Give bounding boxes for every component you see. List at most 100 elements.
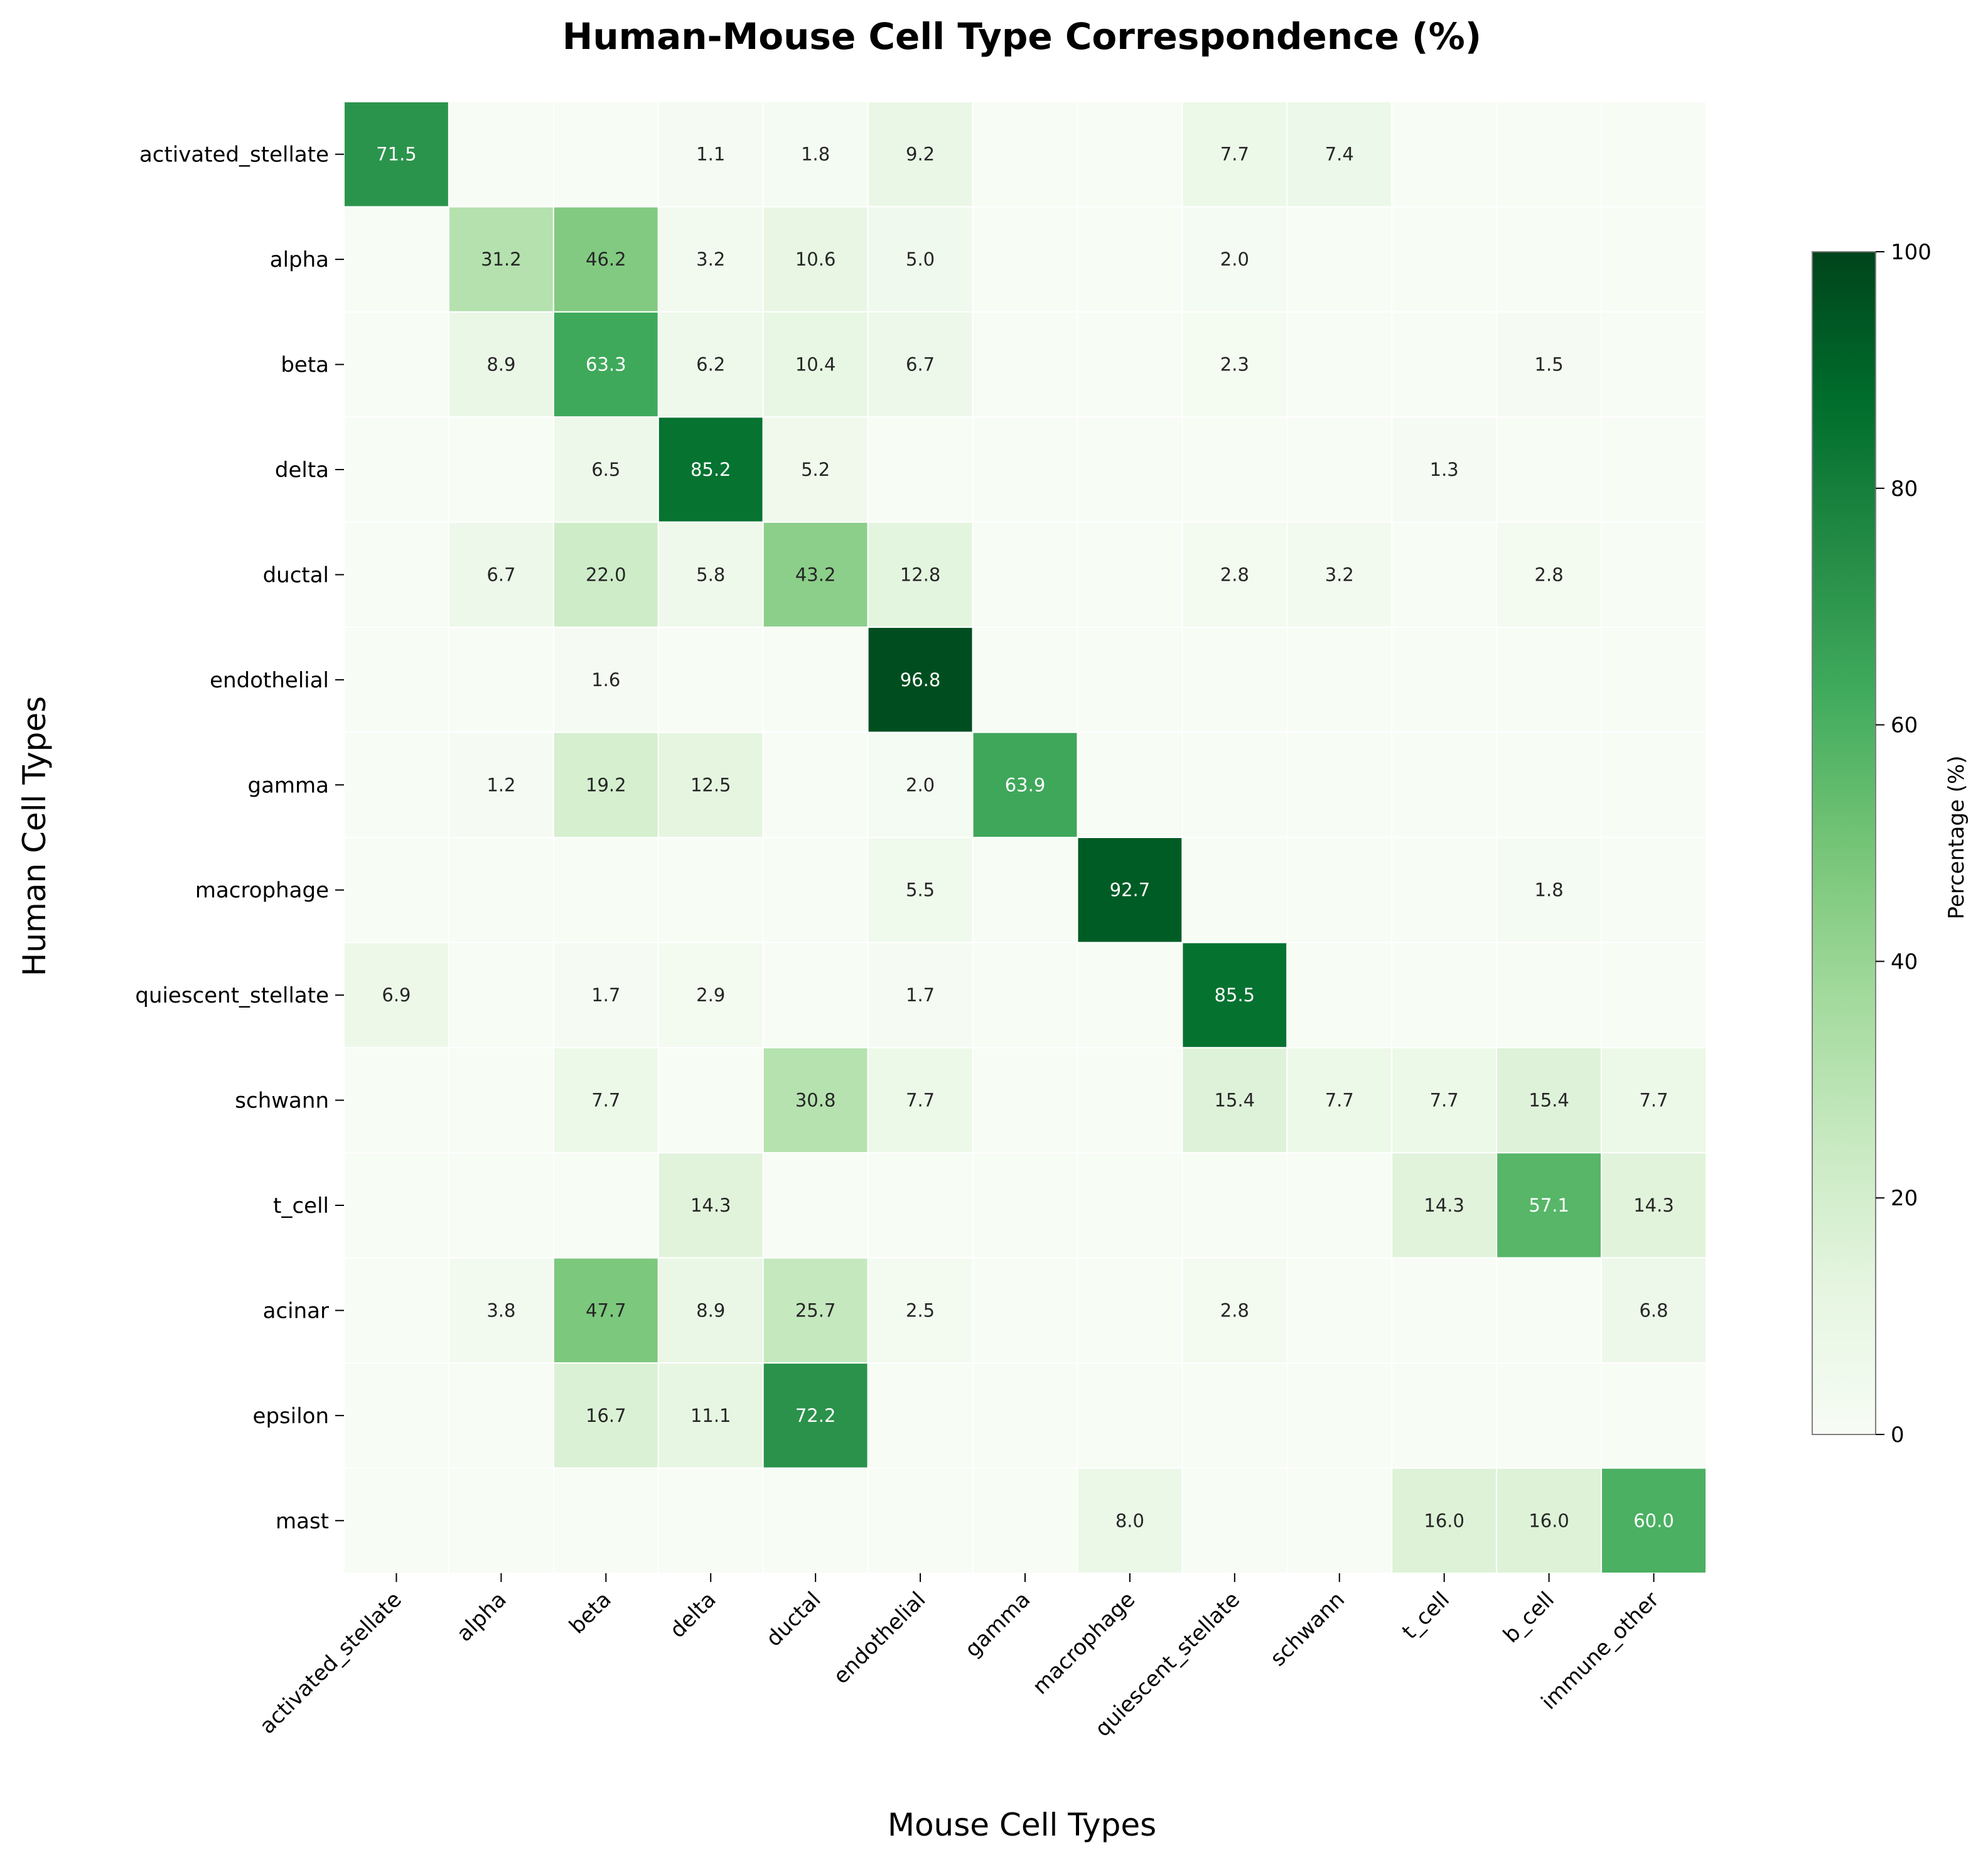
- heatmap-cell: [448, 1046, 554, 1154]
- heatmap-cell: [867, 1362, 974, 1469]
- heatmap-cell: [552, 206, 659, 313]
- heatmap-cell: [1181, 1152, 1288, 1259]
- cell-value-label: 7.7: [591, 1090, 620, 1111]
- cell-value-label: 10.6: [795, 249, 836, 270]
- heatmap-cell: [1181, 1467, 1288, 1574]
- y-tick-label: macrophage: [195, 878, 329, 903]
- cell-value-label: 1.5: [1535, 354, 1564, 375]
- heatmap-cell: [762, 1467, 869, 1574]
- cell-value-label: 14.3: [1424, 1195, 1464, 1216]
- heatmap-cell: [867, 1467, 974, 1574]
- x-tick-label: b_cell: [1498, 1587, 1559, 1648]
- cell-value-label: 16.0: [1424, 1510, 1464, 1531]
- heatmap-cell: [1077, 416, 1183, 523]
- heatmap-cell: [972, 101, 1078, 208]
- heatmap-cell: [867, 311, 974, 418]
- x-tick-label: alpha: [452, 1587, 512, 1647]
- y-tick-label: activated_stellate: [139, 143, 329, 168]
- heatmap-cell: [762, 521, 869, 628]
- heatmap-cell: [972, 521, 1078, 628]
- heatmap-cell: [1496, 627, 1603, 733]
- heatmap-cell: [448, 1362, 554, 1469]
- heatmap-cell: [1496, 942, 1603, 1048]
- cell-value-label: 6.9: [382, 984, 411, 1006]
- cell-value-label: 7.4: [1325, 144, 1354, 165]
- heatmap-cell: [1496, 731, 1603, 838]
- x-tick-label: gamma: [960, 1587, 1036, 1662]
- heatmap-cell: [762, 206, 869, 313]
- y-axis-title: Human Cell Types: [16, 696, 53, 976]
- heatmap-cell: [1181, 1362, 1288, 1469]
- heatmap-cell: [343, 731, 449, 838]
- heatmap-cell: [1286, 416, 1393, 523]
- y-tick-label: delta: [275, 458, 329, 483]
- heatmap-cell: [343, 1467, 449, 1574]
- heatmap-cell: [1181, 311, 1288, 418]
- heatmap-cell: [552, 1362, 659, 1469]
- y-tick-label: schwann: [235, 1089, 329, 1114]
- x-tick-label: ductal: [761, 1587, 826, 1652]
- cell-value-label: 5.0: [906, 249, 935, 270]
- colorbar-gradient: [1812, 251, 1876, 1435]
- heatmap-cell: [448, 1467, 554, 1574]
- heatmap-cell: [972, 1046, 1078, 1154]
- x-tick-label: delta: [665, 1587, 721, 1643]
- heatmap-cell: [1601, 1362, 1707, 1469]
- heatmap-cell: [1601, 627, 1707, 733]
- heatmap-cell: [972, 1257, 1078, 1364]
- heatmap-cell: [762, 416, 869, 523]
- heatmap-cell: [1286, 1467, 1393, 1574]
- y-tick-label: alpha: [270, 247, 329, 272]
- heatmap-cell: [1496, 1046, 1603, 1154]
- heatmap-cells: 71.5 1.1 1.8 9.2 7.7 7.4 31.2 46.2 3.2 10.6 5.0 2.0…: [343, 101, 1707, 1574]
- cell-value-label: 1.7: [591, 984, 620, 1006]
- heatmap-cell: [657, 731, 764, 838]
- colorbar-tick-label: 60: [1891, 713, 1918, 738]
- heatmap-cell: [972, 1362, 1078, 1469]
- heatmap-cell: [1181, 942, 1288, 1048]
- heatmap-cell: [1181, 1257, 1288, 1364]
- heatmap-cell: [1077, 1467, 1183, 1574]
- cell-value-label: 6.7: [906, 354, 935, 375]
- cell-value-label: 6.7: [486, 564, 515, 585]
- heatmap-cell: [867, 521, 974, 628]
- heatmap-cell: [762, 1046, 869, 1154]
- y-tick-label: epsilon: [253, 1404, 329, 1429]
- heatmap-cell: [972, 1152, 1078, 1259]
- heatmap-cell: [343, 206, 449, 313]
- cell-value-label: 2.9: [696, 984, 725, 1006]
- cell-value-label: 3.8: [486, 1299, 515, 1321]
- heatmap-cell: [657, 101, 764, 208]
- heatmap-cell: [552, 416, 659, 523]
- heatmap-cell: [1077, 837, 1183, 944]
- cell-value-label: 1.7: [906, 984, 935, 1006]
- heatmap-cell: [343, 521, 449, 628]
- heatmap-cell: [552, 1467, 659, 1574]
- cell-value-label: 96.8: [900, 669, 941, 691]
- heatmap-cell: [448, 101, 554, 208]
- heatmap-cell: [1391, 627, 1498, 733]
- heatmap-cell: [867, 942, 974, 1048]
- cell-value-label: 2.8: [1535, 564, 1564, 585]
- heatmap-cell: [448, 942, 554, 1048]
- heatmap-cell: [1496, 1257, 1603, 1364]
- heatmap-cell: [1391, 1257, 1498, 1364]
- heatmap-cell: [1601, 416, 1707, 523]
- x-axis-title: Mouse Cell Types: [888, 1807, 1156, 1843]
- colorbar: 0 20 40 60 80 100: [1812, 240, 1932, 1448]
- heatmap-cell: [1286, 1152, 1393, 1259]
- cell-value-label: 7.7: [1220, 144, 1249, 165]
- heatmap-cell: [1601, 206, 1707, 313]
- heatmap-cell: [343, 416, 449, 523]
- heatmap-cell: [1181, 206, 1288, 313]
- heatmap-cell: [657, 627, 764, 733]
- heatmap-cell: [762, 627, 869, 733]
- cell-value-label: 3.2: [696, 249, 725, 270]
- heatmap-cell: [1286, 627, 1393, 733]
- colorbar-tick-label: 40: [1891, 949, 1918, 974]
- heatmap-cell: [1601, 837, 1707, 944]
- heatmap-cell: [1077, 521, 1183, 628]
- y-tick-label: mast: [276, 1509, 329, 1534]
- heatmap-cell: [343, 1362, 449, 1469]
- heatmap-cell: [1391, 206, 1498, 313]
